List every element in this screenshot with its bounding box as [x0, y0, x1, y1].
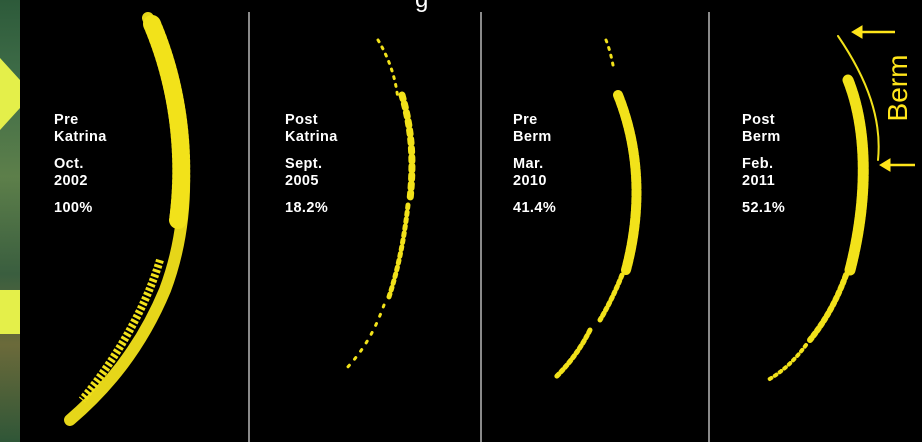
panel-4-line2: Berm: [742, 129, 781, 145]
vegetation-arc-pre-katrina: [64, 12, 191, 426]
panel-3-line1: Pre: [513, 112, 538, 128]
panel-4-percent: 52.1%: [742, 200, 786, 216]
panel-2-year: 2005: [285, 173, 319, 189]
panel-2-month: Sept.: [285, 156, 323, 172]
panel-1-percent: 100%: [54, 200, 93, 216]
upper-highlight-marker: [0, 58, 20, 130]
vegetation-arc-post-katrina: [343, 38, 416, 372]
vegetation-arc-post-berm: [766, 35, 880, 382]
panel-label-3: Pre Berm Mar. 2010 41.4%: [513, 112, 556, 217]
berm-arrows: [851, 25, 915, 172]
panel-label-1: Pre Katrina Oct. 2002 100%: [54, 112, 107, 217]
bottom-arrow-head: [879, 158, 891, 172]
vegetation-arc-pre-berm: [552, 38, 642, 381]
panel-2-line1: Post: [285, 112, 319, 128]
panel-1-line1: Pre: [54, 112, 79, 128]
panel-3-month: Mar.: [513, 156, 544, 172]
panel-1-month: Oct.: [54, 156, 84, 172]
panel-4-month: Feb.: [742, 156, 774, 172]
panel-2-line2: Katrina: [285, 129, 338, 145]
berm-label: Berm: [874, 38, 922, 138]
top-arrow-head: [851, 25, 863, 39]
berm-label-text: Berm: [882, 54, 913, 122]
left-highlight-markers: [0, 58, 20, 334]
panel-label-4: Post Berm Feb. 2011 52.1%: [742, 112, 785, 217]
panel-3-percent: 41.4%: [513, 200, 557, 216]
panel-label-2: Post Katrina Sept. 2005 18.2%: [285, 112, 338, 217]
panel-1-line2: Katrina: [54, 129, 107, 145]
panel-3-line2: Berm: [513, 129, 552, 145]
panel-4-year: 2011: [742, 173, 776, 189]
satellite-image-strip: [0, 0, 20, 442]
panel-2-percent: 18.2%: [285, 200, 329, 216]
panel-4-line1: Post: [742, 112, 776, 128]
panel-3-year: 2010: [513, 173, 547, 189]
panel-1-year: 2002: [54, 173, 88, 189]
lower-highlight-marker: [0, 290, 20, 334]
